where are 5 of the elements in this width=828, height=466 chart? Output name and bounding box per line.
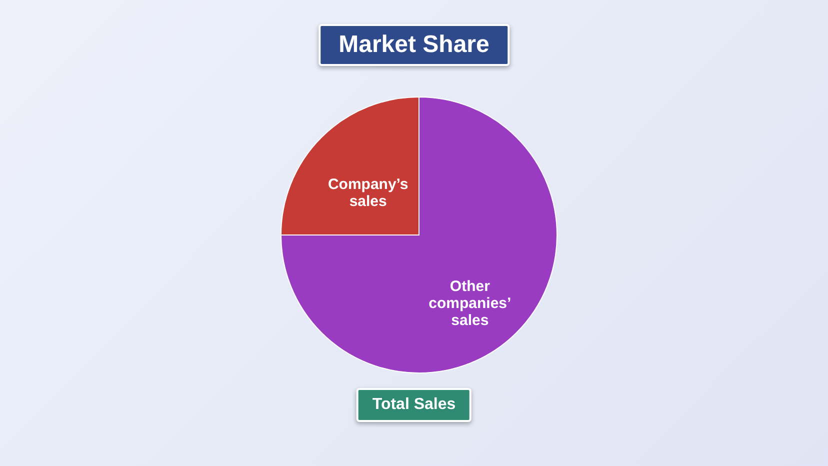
chart-title: Market Share [318, 24, 510, 66]
slice-label: Other companies’ sales [428, 278, 512, 329]
slice-label: Company’s sales [328, 176, 408, 210]
text: Total Sales [356, 388, 472, 422]
pie-slice [280, 96, 558, 374]
